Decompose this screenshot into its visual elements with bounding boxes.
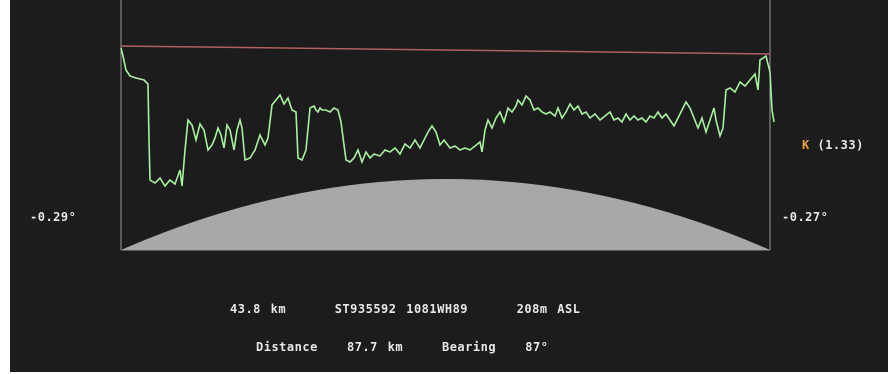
cursor-elevation: 208m ASL xyxy=(516,302,581,316)
terrain-line xyxy=(120,47,775,188)
bearing-value: 87° xyxy=(525,340,549,354)
refraction-k-factor: K (1.33) xyxy=(802,138,864,152)
cursor-info-line: 43.8 km ST935592 1081WH89 208m ASL xyxy=(230,302,580,316)
path-summary-line: Distance 87.7 km Bearing 87° xyxy=(256,340,548,354)
k-letter: K xyxy=(802,138,810,152)
left-elevation-angle: -0.29° xyxy=(30,210,77,224)
cursor-grid-ref: ST935592 1081WH89 xyxy=(334,302,469,316)
k-value: (1.33) xyxy=(809,138,864,152)
cursor-distance: 43.8 km xyxy=(230,302,287,316)
distance-value: 87.7 km xyxy=(346,340,404,354)
bearing-label: Bearing xyxy=(441,340,497,354)
profile-window: -0.29° -0.27° K (1.33) 43.8 km ST935592 … xyxy=(10,0,888,372)
distance-label: Distance xyxy=(256,340,318,354)
earth-curvature-bulge xyxy=(121,179,770,250)
terrain-profile-chart xyxy=(120,0,775,251)
sightline xyxy=(120,45,771,55)
right-elevation-angle: -0.27° xyxy=(782,210,829,224)
